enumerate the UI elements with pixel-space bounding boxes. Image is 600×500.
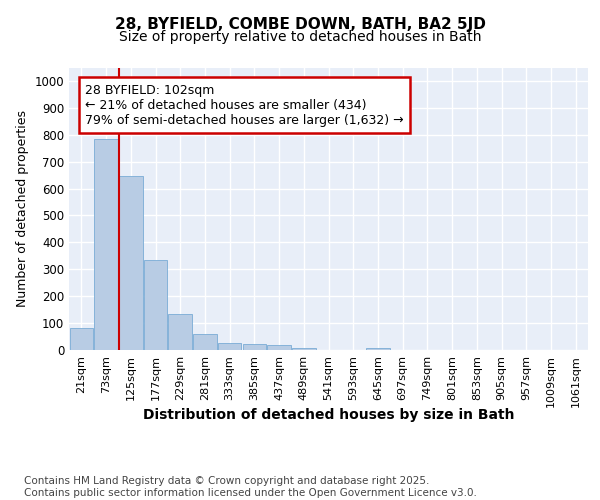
Bar (292, 348, 316, 350)
Text: 28 BYFIELD: 102sqm
← 21% of detached houses are smaller (434)
79% of semi-detach: 28 BYFIELD: 102sqm ← 21% of detached hou… (85, 84, 404, 126)
Text: Contains HM Land Registry data © Crown copyright and database right 2025.
Contai: Contains HM Land Registry data © Crown c… (24, 476, 477, 498)
Text: 28, BYFIELD, COMBE DOWN, BATH, BA2 5JD: 28, BYFIELD, COMBE DOWN, BATH, BA2 5JD (115, 18, 485, 32)
Bar (268, 346, 291, 350)
Bar (119, 176, 143, 350)
Bar (94, 140, 118, 350)
Y-axis label: Number of detached properties: Number of detached properties (16, 110, 29, 307)
Bar (193, 334, 217, 350)
Bar (70, 328, 93, 350)
Bar (218, 344, 241, 350)
Bar (242, 344, 266, 350)
Text: Size of property relative to detached houses in Bath: Size of property relative to detached ho… (119, 30, 481, 44)
Bar (144, 260, 167, 350)
Bar (169, 314, 192, 350)
Text: Distribution of detached houses by size in Bath: Distribution of detached houses by size … (143, 408, 515, 422)
Bar (366, 348, 389, 350)
